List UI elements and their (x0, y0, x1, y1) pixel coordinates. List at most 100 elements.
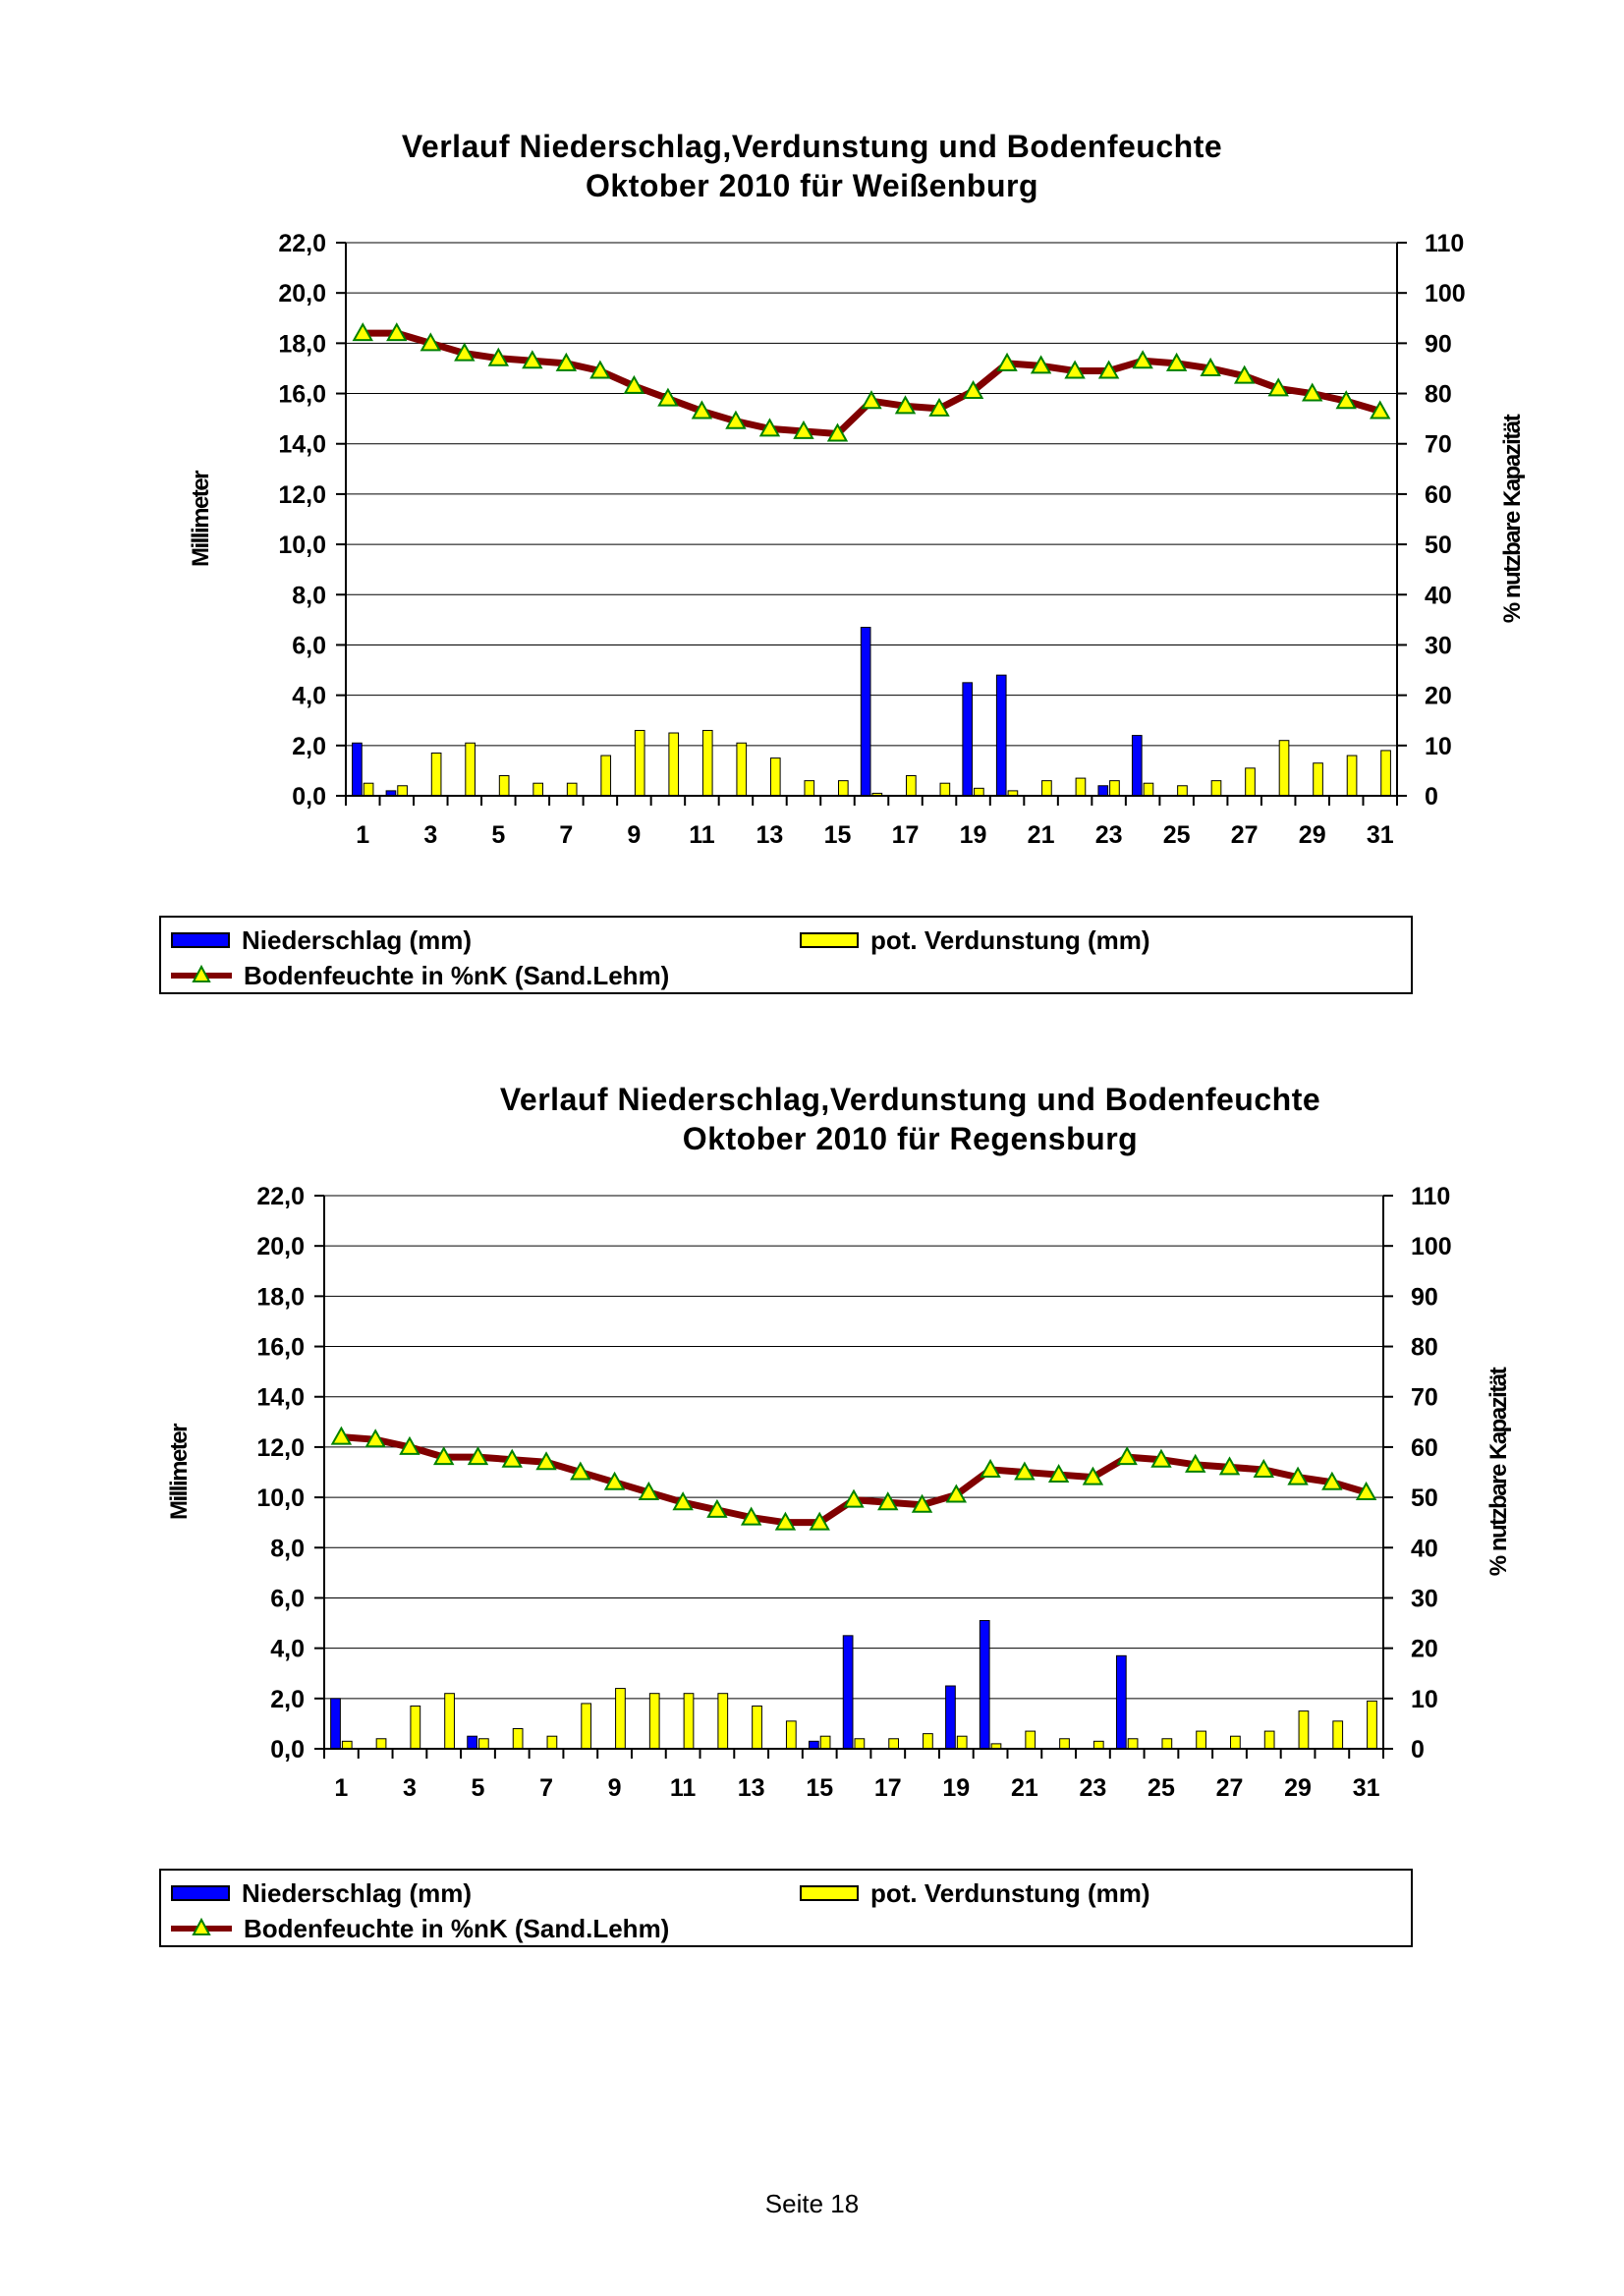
line-marker (522, 350, 543, 369)
y2-tick-label: 80 (1411, 1334, 1438, 1362)
line-marker (1355, 1481, 1377, 1500)
bar-niederschlag (808, 1740, 819, 1750)
y-tick-label: 0,0 (292, 783, 326, 811)
y-tick-label: 18,0 (256, 1283, 305, 1311)
bar-niederschlag (1131, 735, 1143, 797)
bar-niederschlag (860, 627, 871, 797)
line-marker (1064, 360, 1086, 379)
legend-swatch-yellow (800, 932, 859, 948)
x-tick-label: 11 (689, 821, 715, 849)
chart-subtitle: Oktober 2010 für Weißenburg (586, 168, 1038, 203)
y2-tick-label: 70 (1425, 431, 1452, 459)
bar-verdunstung (430, 752, 442, 797)
legend-bodenfeuchte: Bodenfeuchte in %nK (Sand.Lehm) (171, 961, 669, 990)
bar-verdunstung (600, 755, 612, 797)
line-marker (1321, 1471, 1343, 1490)
x-tick-label: 23 (1080, 1774, 1107, 1802)
x-tick-label: 15 (824, 821, 852, 849)
y2-axis-title: % nutzbare Kapazität (1485, 1367, 1512, 1576)
bar-verdunstung (532, 782, 544, 797)
bar-niederschlag (330, 1698, 341, 1750)
x-tick-label: 9 (627, 821, 641, 849)
y2-tick-label: 50 (1411, 1484, 1438, 1512)
line-marker (706, 1498, 728, 1518)
line-marker (826, 422, 849, 442)
x-tick-label: 25 (1148, 1774, 1175, 1802)
line-marker (1253, 1458, 1275, 1478)
y2-tick-label: 60 (1425, 481, 1452, 509)
line-marker (555, 352, 578, 371)
legend-label: Bodenfeuchte in %nK (Sand.Lehm) (244, 1914, 670, 1943)
bar-verdunstung (888, 1738, 900, 1750)
x-tick-label: 25 (1163, 821, 1191, 849)
y2-tick-label: 100 (1411, 1233, 1452, 1260)
y-tick-label: 6,0 (270, 1585, 305, 1612)
line-marker (386, 322, 408, 342)
legend-bodenfeuchte: Bodenfeuchte in %nK (Sand.Lehm) (171, 1914, 669, 1943)
bar-verdunstung (717, 1693, 729, 1750)
x-tick-label: 27 (1216, 1774, 1244, 1802)
y2-tick-label: 10 (1411, 1686, 1438, 1713)
bar-niederschlag (842, 1635, 854, 1750)
x-tick-label: 21 (1028, 821, 1055, 849)
line-marker (1301, 382, 1323, 402)
legend-niederschlag: Niederschlag (mm) (171, 925, 472, 955)
bar-verdunstung (1041, 780, 1052, 797)
y-tick-label: 18,0 (278, 330, 326, 358)
x-tick-label: 19 (960, 821, 987, 849)
y-tick-label: 22,0 (278, 230, 326, 257)
chart-legend: Niederschlag (mm) pot. Verdunstung (mm) … (159, 1869, 1413, 1947)
x-tick-label: 1 (334, 1774, 348, 1802)
y-tick-label: 2,0 (270, 1686, 305, 1713)
line-marker (1116, 1446, 1138, 1466)
line-marker (570, 1461, 591, 1481)
y2-tick-label: 30 (1411, 1585, 1438, 1612)
y-axis-title: Millimeter (166, 1424, 193, 1520)
bar-verdunstung (546, 1735, 558, 1750)
line-marker (454, 342, 476, 362)
legend-verdunstung: pot. Verdunstung (mm) (800, 1878, 1150, 1908)
bar-verdunstung (1196, 1730, 1206, 1750)
y2-tick-label: 40 (1425, 582, 1452, 609)
bar-verdunstung (1177, 785, 1188, 797)
bar-verdunstung (1313, 762, 1323, 797)
line-marker (1287, 1466, 1309, 1485)
y2-axis-title: % nutzbare Kapazität (1499, 414, 1526, 623)
y-tick-label: 16,0 (278, 381, 326, 409)
legend-line-icon (171, 964, 232, 987)
line-marker (638, 1481, 660, 1500)
line-marker-icon (171, 1917, 232, 1935)
x-tick-label: 31 (1367, 821, 1394, 849)
bar-verdunstung (854, 1738, 866, 1750)
bar-verdunstung (1263, 1730, 1275, 1750)
bar-verdunstung (1161, 1738, 1173, 1750)
y2-tick-label: 110 (1425, 230, 1464, 257)
line-marker (758, 418, 781, 437)
line-marker (364, 1428, 386, 1448)
bar-verdunstung (939, 782, 951, 797)
bar-niederschlag (945, 1685, 956, 1750)
bar-verdunstung (1059, 1738, 1070, 1750)
line-marker (861, 390, 882, 410)
line-marker (672, 1491, 694, 1511)
line-marker (911, 1493, 933, 1513)
page-footer: Seite 18 (764, 2189, 860, 2218)
bar-verdunstung (804, 780, 815, 797)
bar-verdunstung (1380, 750, 1391, 797)
bar-verdunstung (1075, 777, 1087, 797)
x-tick-label: 15 (806, 1774, 833, 1802)
bar-verdunstung (363, 782, 374, 797)
y2-tick-label: 100 (1425, 280, 1466, 308)
line-marker (657, 387, 679, 407)
y2-tick-label: 110 (1411, 1183, 1450, 1210)
y-tick-label: 12,0 (278, 481, 326, 509)
legend-label: Bodenfeuchte in %nK (Sand.Lehm) (244, 961, 670, 990)
y-tick-label: 16,0 (256, 1334, 305, 1362)
line-marker (1030, 355, 1052, 374)
bar-verdunstung (634, 729, 645, 797)
line-marker (432, 1446, 455, 1466)
x-tick-label: 19 (942, 1774, 970, 1802)
bar-verdunstung (615, 1688, 626, 1750)
bar-verdunstung (512, 1728, 524, 1750)
bar-verdunstung (341, 1740, 353, 1750)
